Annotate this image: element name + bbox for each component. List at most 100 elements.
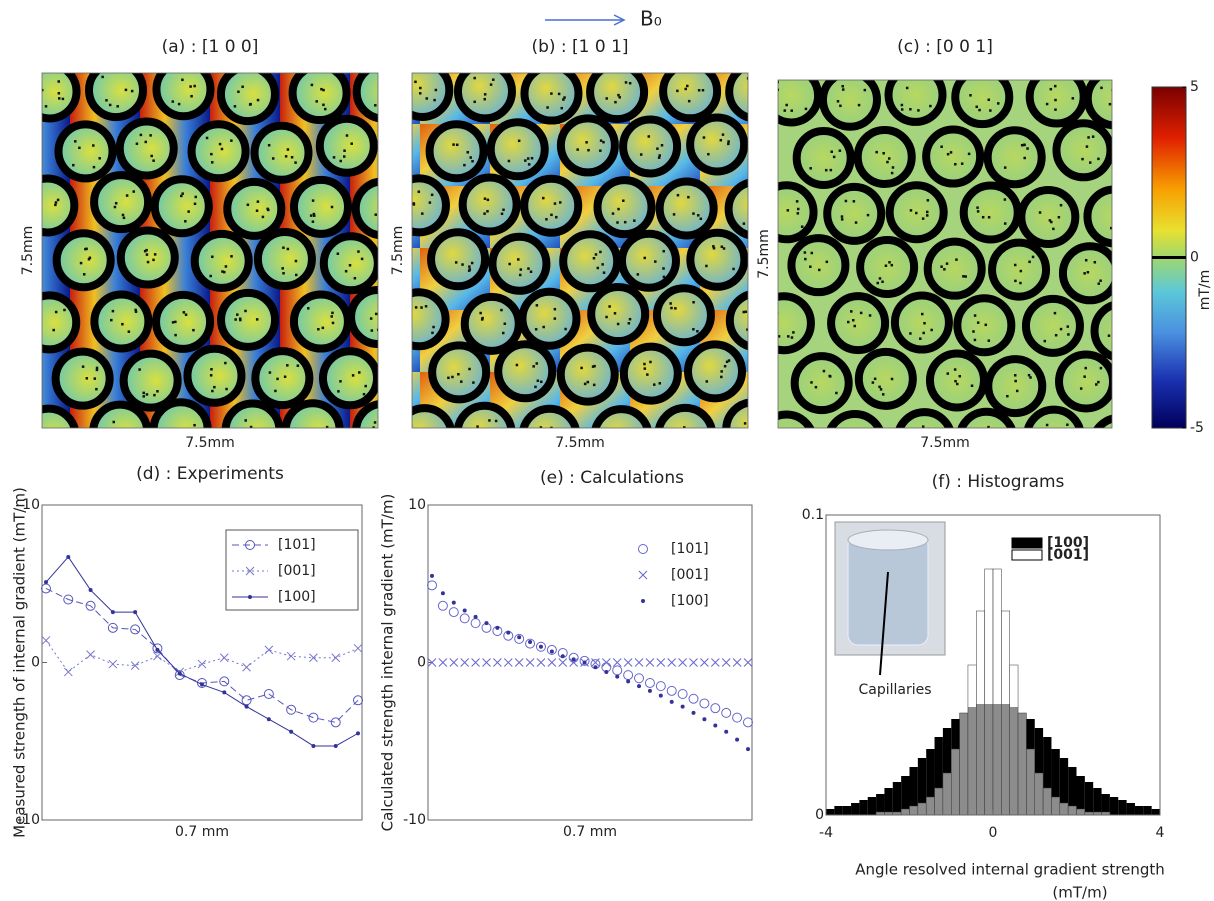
noise-dot xyxy=(646,373,649,376)
noise-dot xyxy=(728,359,731,362)
y-tick-label: 0.1 xyxy=(802,507,824,523)
noise-dot xyxy=(488,419,491,422)
data-point xyxy=(178,672,182,676)
capillary xyxy=(791,238,845,292)
capillary xyxy=(988,359,1042,413)
x-tick-label: -4 xyxy=(819,825,833,841)
noise-dot xyxy=(492,78,495,81)
noise-dot xyxy=(193,85,196,88)
noise-dot xyxy=(954,368,957,371)
noise-dot xyxy=(743,222,746,225)
capillary xyxy=(859,352,913,406)
capillary xyxy=(730,293,784,347)
noise-dot xyxy=(409,254,412,256)
noise-dot xyxy=(1109,103,1112,106)
chart-title: (d) : Experiments xyxy=(136,464,284,484)
noise-dot xyxy=(767,94,770,97)
capillary xyxy=(320,119,374,173)
noise-dot xyxy=(57,199,60,202)
histogram-bar xyxy=(826,809,834,815)
noise-dot xyxy=(385,90,388,93)
capillary xyxy=(928,242,982,296)
noise-dot xyxy=(882,393,885,396)
capillary xyxy=(121,231,175,285)
noise-dot xyxy=(785,104,788,107)
noise-dot xyxy=(433,99,436,102)
noise-dot xyxy=(134,438,137,441)
noise-dot xyxy=(133,434,136,437)
noise-dot xyxy=(172,321,175,324)
capillary xyxy=(524,179,578,233)
noise-dot xyxy=(630,446,633,449)
noise-dot xyxy=(962,275,965,278)
noise-dot xyxy=(874,378,877,381)
noise-dot xyxy=(603,271,606,274)
noise-dot xyxy=(536,304,539,307)
noise-dot xyxy=(955,258,958,261)
data-point xyxy=(700,659,708,667)
noise-dot xyxy=(702,89,705,92)
inset-glass xyxy=(848,535,928,645)
noise-dot xyxy=(540,433,543,436)
noise-dot xyxy=(1072,97,1075,100)
legend-swatch xyxy=(1012,538,1042,548)
noise-dot xyxy=(608,305,611,308)
noise-dot xyxy=(1054,312,1057,315)
data-point xyxy=(66,555,70,559)
noise-dot xyxy=(706,380,709,383)
noise-dot xyxy=(72,164,75,167)
noise-dot xyxy=(1055,334,1058,337)
legend-label: [001] xyxy=(1047,547,1089,563)
noise-dot xyxy=(479,312,482,315)
noise-dot xyxy=(352,374,355,377)
noise-dot xyxy=(787,209,790,212)
data-point xyxy=(311,744,315,748)
noise-dot xyxy=(826,261,829,264)
noise-dot xyxy=(468,269,471,272)
noise-dot xyxy=(206,137,209,140)
noise-dot xyxy=(287,248,290,251)
noise-dot xyxy=(637,273,640,276)
data-point xyxy=(550,649,554,653)
noise-dot xyxy=(172,433,175,436)
noise-dot xyxy=(943,268,946,271)
histogram-bar xyxy=(910,806,918,815)
noise-dot xyxy=(926,214,929,217)
noise-dot xyxy=(1014,280,1017,283)
noise-dot xyxy=(972,330,975,333)
noise-dot xyxy=(787,335,790,338)
noise-dot xyxy=(500,309,503,312)
noise-dot xyxy=(1046,103,1049,106)
noise-dot xyxy=(210,374,213,377)
noise-dot xyxy=(234,318,237,321)
noise-dot xyxy=(631,437,634,440)
noise-dot xyxy=(721,245,724,248)
data-point xyxy=(702,717,706,721)
noise-dot xyxy=(1089,161,1092,164)
noise-dot xyxy=(727,140,730,143)
capillary xyxy=(56,352,110,406)
noise-dot xyxy=(700,218,703,221)
noise-dot xyxy=(614,312,617,315)
histogram-bar xyxy=(1127,803,1135,815)
noise-dot xyxy=(98,157,101,160)
data-point xyxy=(111,610,115,614)
noise-dot xyxy=(723,247,726,250)
data-point xyxy=(722,708,731,717)
capillary xyxy=(221,293,275,347)
data-point xyxy=(64,668,72,676)
noise-dot xyxy=(80,262,83,265)
noise-dot xyxy=(909,332,912,335)
noise-dot xyxy=(282,246,285,249)
noise-dot xyxy=(1021,144,1024,147)
noise-dot xyxy=(532,365,535,368)
noise-dot xyxy=(982,216,985,219)
noise-dot xyxy=(350,142,353,145)
noise-dot xyxy=(1139,389,1142,392)
noise-dot xyxy=(1095,383,1098,386)
data-point xyxy=(528,640,532,644)
noise-dot xyxy=(669,302,672,305)
noise-dot xyxy=(974,339,977,342)
noise-dot xyxy=(950,151,953,154)
noise-dot xyxy=(140,134,143,137)
